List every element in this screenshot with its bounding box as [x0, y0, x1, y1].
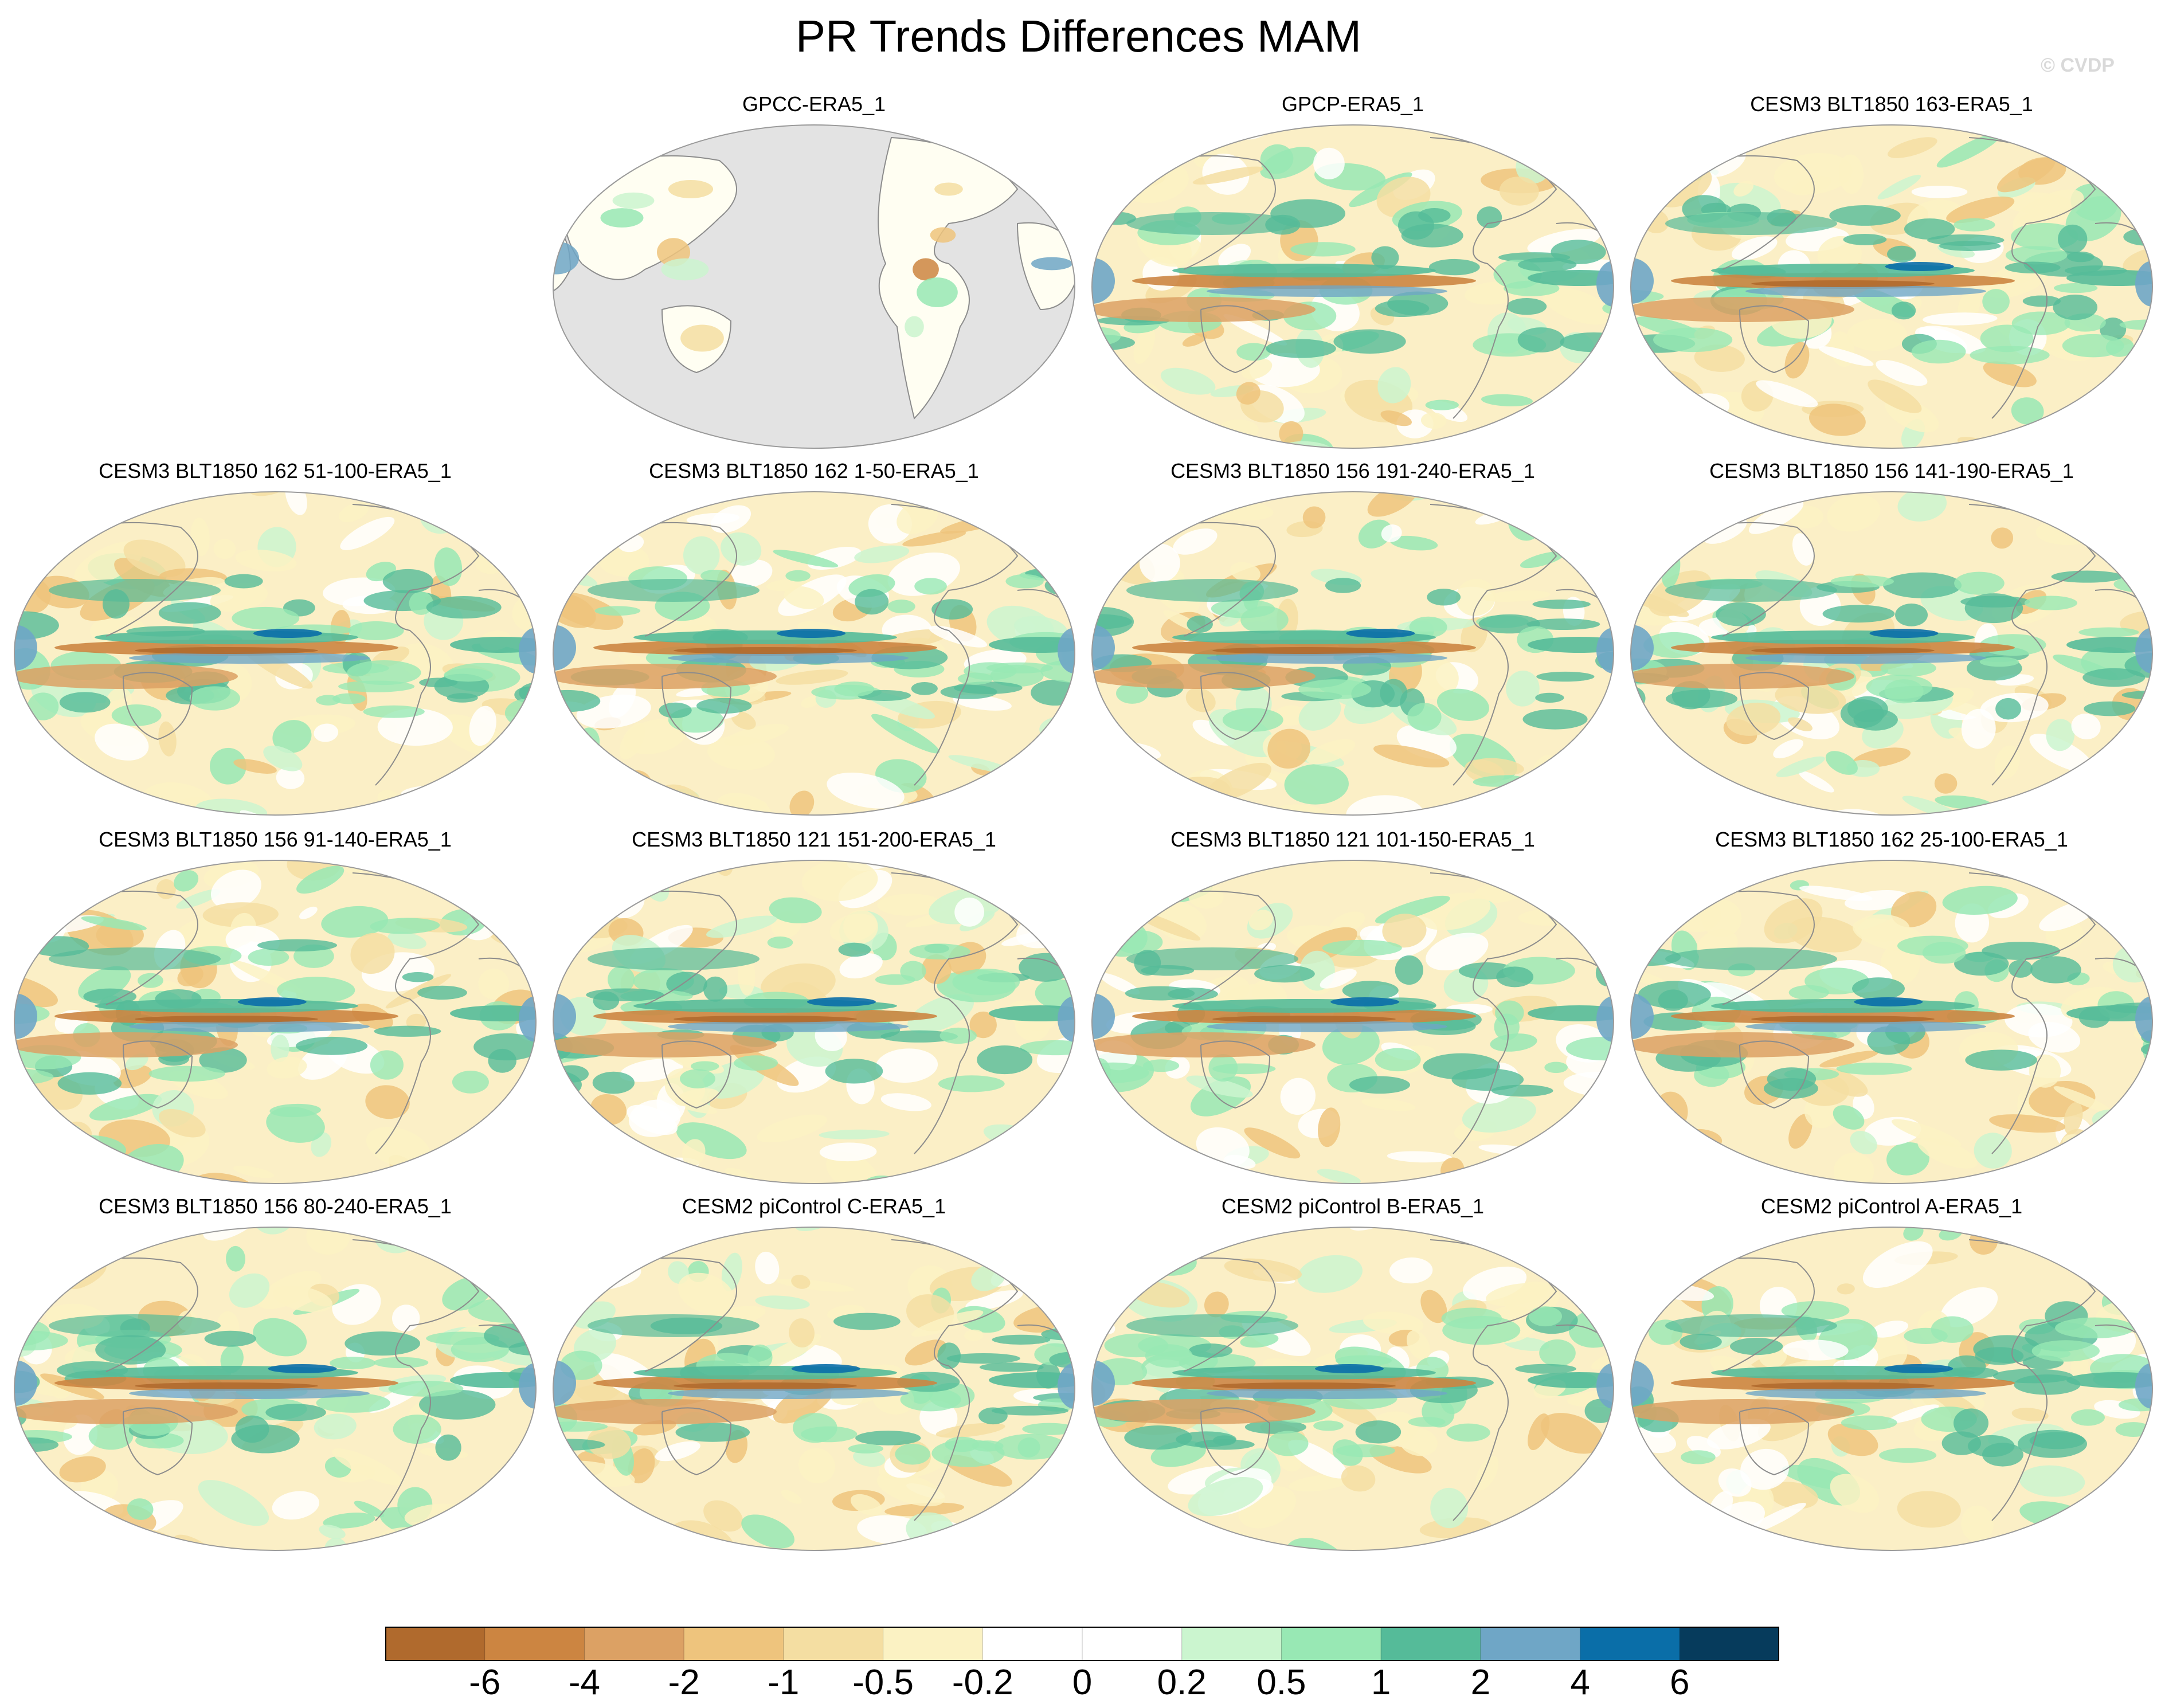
map-plot — [553, 491, 1075, 816]
map-panel: CESM3 BLT1850 121 101-150-ERA5_1 — [1086, 827, 1619, 1194]
panel-title: CESM3 BLT1850 156 80-240-ERA5_1 — [99, 1194, 452, 1218]
colorbar-bin — [783, 1627, 884, 1661]
colorbar-bin — [1680, 1627, 1779, 1661]
map-panel: CESM3 BLT1850 163-ERA5_1 — [1625, 92, 2157, 459]
panel-title: CESM2 piControl C-ERA5_1 — [682, 1194, 946, 1218]
map-panel: CESM3 BLT1850 156 91-140-ERA5_1 — [9, 827, 542, 1194]
map-panel: CESM3 BLT1850 156 80-240-ERA5_1 — [9, 1194, 542, 1561]
map-plot — [14, 491, 537, 816]
panel-title: CESM2 piControl B-ERA5_1 — [1221, 1194, 1485, 1218]
panel-title: GPCP-ERA5_1 — [1281, 92, 1424, 116]
panel-title: CESM3 BLT1850 162 51-100-ERA5_1 — [99, 459, 452, 483]
map-panel: CESM3 BLT1850 162 25-100-ERA5_1 — [1625, 827, 2157, 1194]
colorbar-bin — [385, 1627, 486, 1661]
map-plot — [14, 860, 537, 1184]
panel-title: GPCC-ERA5_1 — [742, 92, 886, 116]
map-panel: CESM3 BLT1850 162 1-50-ERA5_1 — [547, 459, 1081, 825]
colorbar-tick-label: 1 — [1371, 1663, 1391, 1702]
colorbar-tick-label: 2 — [1470, 1663, 1491, 1702]
map-panel: CESM3 BLT1850 156 191-240-ERA5_1 — [1086, 459, 1619, 825]
panel-title: CESM3 BLT1850 156 141-190-ERA5_1 — [1709, 459, 2074, 483]
colorbar-tick-label: -1 — [768, 1663, 800, 1702]
map-panel: CESM3 BLT1850 156 141-190-ERA5_1 — [1625, 459, 2157, 825]
panel-title: CESM3 BLT1850 156 91-140-ERA5_1 — [99, 828, 452, 851]
panel-title: CESM3 BLT1850 162 25-100-ERA5_1 — [1715, 828, 2068, 851]
colorbar-tick-label: -2 — [668, 1663, 700, 1702]
map-panel: CESM3 BLT1850 162 51-100-ERA5_1 — [9, 459, 542, 825]
map-plot — [1630, 124, 2153, 449]
colorbar-frame — [385, 1627, 1779, 1661]
colorbar-bin — [1082, 1627, 1183, 1661]
map-plot — [553, 1227, 1075, 1551]
page-title: PR Trends Differences MAM — [796, 11, 1361, 61]
colorbar-bin — [883, 1627, 983, 1661]
map-plot — [14, 1227, 537, 1551]
panel-title: CESM3 BLT1850 162 1-50-ERA5_1 — [649, 459, 979, 483]
map-plot — [553, 124, 1075, 449]
colorbar-bin — [484, 1627, 585, 1661]
map-plot — [1091, 860, 1614, 1184]
colorbar-bin — [684, 1627, 784, 1661]
colorbar-tick-label: 0 — [1072, 1663, 1093, 1702]
colorbar-bin — [1181, 1627, 1282, 1661]
map-panel: CESM2 piControl B-ERA5_1 — [1086, 1194, 1619, 1561]
map-panel: CESM3 BLT1850 121 151-200-ERA5_1 — [547, 827, 1081, 1194]
map-panel: CESM2 piControl C-ERA5_1 — [547, 1194, 1081, 1561]
panel-title: CESM3 BLT1850 156 191-240-ERA5_1 — [1171, 459, 1535, 483]
colorbar-tick-label: -0.2 — [952, 1663, 1013, 1702]
colorbar-bin — [1580, 1627, 1680, 1661]
panel-title: CESM3 BLT1850 121 151-200-ERA5_1 — [632, 828, 996, 851]
map-plot — [553, 860, 1075, 1184]
colorbar-tick-label: -6 — [469, 1663, 501, 1702]
map-plot — [1091, 1227, 1614, 1551]
colorbar-bin — [982, 1627, 1083, 1661]
map-plot — [1091, 491, 1614, 816]
colorbar-bin — [584, 1627, 684, 1661]
watermark: © CVDP — [2041, 54, 2115, 76]
colorbar — [385, 1627, 1779, 1661]
colorbar-tick-label: 6 — [1670, 1663, 1690, 1702]
colorbar-tick-label: 0.5 — [1256, 1663, 1306, 1702]
colorbar-bin — [1381, 1627, 1481, 1661]
map-plot — [1630, 860, 2153, 1184]
colorbar-bin — [1480, 1627, 1581, 1661]
colorbar-labels: -6 -4 -2 -1 -0.5 -0.2 0 0.2 0.5 1 2 4 6 — [0, 1662, 2157, 1708]
colorbar-tick-label: -4 — [568, 1663, 600, 1702]
map-plot — [1091, 124, 1614, 449]
map-plot — [1630, 491, 2153, 816]
panel-title: CESM2 piControl A-ERA5_1 — [1760, 1194, 2023, 1218]
colorbar-tick-label: -0.5 — [852, 1663, 914, 1702]
colorbar-tick-label: 0.2 — [1157, 1663, 1207, 1702]
panel-title: CESM3 BLT1850 121 101-150-ERA5_1 — [1171, 828, 1535, 851]
panel-title: CESM3 BLT1850 163-ERA5_1 — [1750, 92, 2033, 116]
colorbar-bin — [1281, 1627, 1381, 1661]
colorbar-tick-label: 4 — [1570, 1663, 1590, 1702]
map-panel: GPCC-ERA5_1 — [547, 92, 1081, 459]
map-plot — [1630, 1227, 2153, 1551]
map-panel: GPCP-ERA5_1 — [1086, 92, 1619, 459]
map-panel: CESM2 piControl A-ERA5_1 — [1625, 1194, 2157, 1561]
